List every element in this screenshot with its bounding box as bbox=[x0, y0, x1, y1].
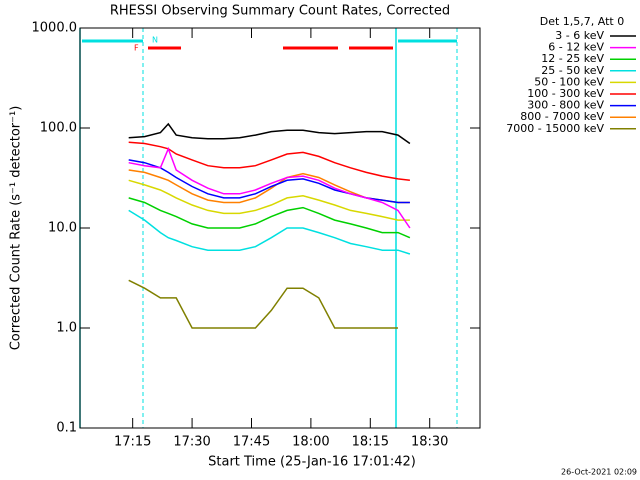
series-line bbox=[128, 141, 410, 182]
legend-label: 50 - 100 keV bbox=[534, 75, 604, 88]
legend-label: 6 - 12 keV bbox=[548, 41, 604, 54]
y-tick-label: 1.0 bbox=[56, 321, 77, 336]
legend-label: 100 - 300 keV bbox=[527, 87, 604, 100]
night-label: N bbox=[152, 36, 158, 45]
x-tick-label: 17:15 bbox=[114, 435, 151, 450]
legend-label: 12 - 25 keV bbox=[541, 52, 604, 65]
chart-title: RHESSI Observing Summary Count Rates, Co… bbox=[110, 4, 450, 19]
y-tick-label: 10.0 bbox=[48, 221, 77, 236]
legend-label: 25 - 50 keV bbox=[541, 64, 604, 77]
legend-label: 300 - 800 keV bbox=[527, 99, 604, 112]
x-tick-label: 18:00 bbox=[292, 435, 329, 450]
footer: 26-Oct-2021 02:09 bbox=[561, 468, 637, 477]
legend-label: 3 - 6 keV bbox=[555, 29, 604, 42]
series-line bbox=[128, 179, 410, 221]
y-axis-label: Corrected Count Rate (s⁻¹ detector⁻¹) bbox=[9, 106, 24, 351]
legend-label: 800 - 7000 keV bbox=[520, 110, 604, 123]
legend-title: Det 1,5,7, Att 0 bbox=[540, 15, 624, 28]
y-tick-label: 0.1 bbox=[56, 421, 77, 436]
y-tick-label: 1000.0 bbox=[32, 21, 78, 36]
series-line bbox=[128, 146, 411, 229]
x-tick-label: 17:45 bbox=[233, 435, 270, 450]
series-line bbox=[128, 209, 411, 255]
series-line bbox=[128, 122, 411, 145]
legend-label: 7000 - 15000 keV bbox=[506, 122, 604, 135]
series-line bbox=[128, 279, 398, 329]
x-axis-label: Start Time (25-Jan-16 17:01:42) bbox=[208, 455, 416, 470]
flare-label: F bbox=[134, 44, 139, 53]
plot-frame bbox=[79, 27, 481, 429]
x-tick-label: 18:30 bbox=[411, 435, 448, 450]
x-tick-label: 17:30 bbox=[173, 435, 210, 450]
y-tick-label: 100.0 bbox=[40, 121, 77, 136]
series-line bbox=[128, 197, 411, 239]
x-tick-label: 18:15 bbox=[352, 435, 389, 450]
